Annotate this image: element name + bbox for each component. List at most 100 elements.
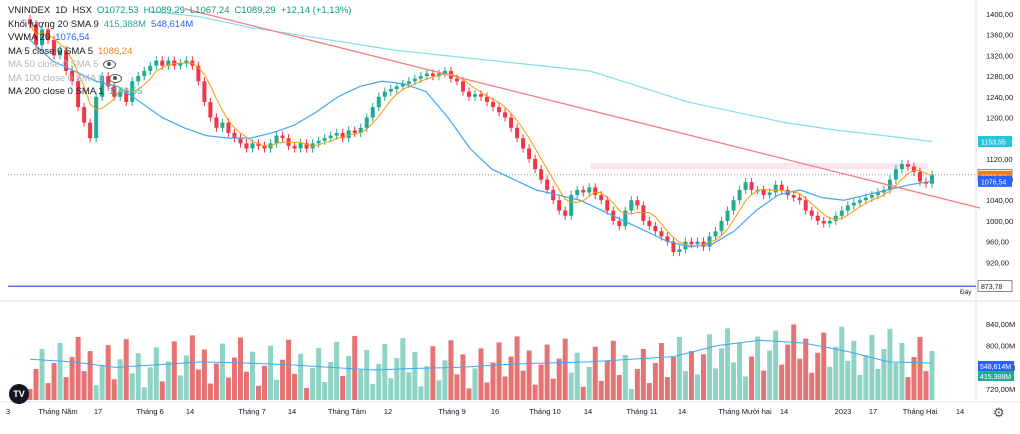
price-tick-label: 1400,00 [986, 10, 1013, 19]
volume-bar [75, 337, 81, 400]
candle-body [731, 200, 736, 211]
time-tick-label: 3 [6, 407, 10, 416]
gear-icon[interactable]: ⚙ [993, 405, 1005, 420]
candle-body [250, 143, 255, 149]
volume-bar [652, 363, 658, 400]
eye-icon[interactable] [108, 73, 122, 83]
candle-body [64, 50, 69, 71]
candle-body [124, 91, 129, 102]
volume-bar [268, 345, 274, 400]
time-tick-label: Tháng 10 [529, 407, 561, 416]
volume-axis-label: 548,614M [980, 364, 1011, 371]
volume-bar [797, 358, 803, 400]
interval: 1D [55, 5, 68, 16]
candle-body [52, 39, 57, 56]
volume-bar [923, 371, 929, 400]
volume-bar [346, 355, 352, 400]
price-tick-label: 1320,00 [986, 51, 1013, 60]
candle-body [761, 189, 766, 196]
volume-bar [791, 324, 797, 400]
volume-bar [352, 335, 358, 400]
volume-bar [634, 368, 640, 400]
candle-body [641, 205, 646, 221]
indicator-volume[interactable]: Khối lượng 20 SMA 9 415,388M 548,614M [8, 18, 351, 32]
volume-bar [135, 353, 141, 400]
volume-bar [448, 340, 454, 400]
tradingview-logo[interactable]: TV [9, 384, 29, 404]
time-tick-label: Tháng 7 [238, 407, 266, 416]
volume-bar [171, 341, 177, 400]
volume-bar [177, 375, 183, 400]
volume-bar [280, 359, 286, 400]
volume-bar [580, 386, 586, 400]
volume-bar [719, 348, 725, 400]
volume-bar [640, 348, 646, 400]
candle-body [695, 241, 700, 245]
volume-axis-label-box [978, 361, 1014, 371]
day-label: Đáy [960, 289, 972, 296]
volume-bar [123, 339, 129, 400]
candle-body [689, 241, 694, 245]
candle-body [911, 166, 916, 172]
indicator-label: MA 50 close 0 SMA 5 [8, 59, 99, 70]
candle-body [400, 83, 405, 87]
candle-body [76, 81, 81, 108]
candle-body [575, 189, 580, 196]
volume-bar [851, 340, 857, 400]
volume-bar [598, 380, 604, 400]
indicator-ma5[interactable]: MA 5 close 0 SMA 5 1086,24 [8, 45, 351, 59]
open-value: O1072,53 [96, 5, 139, 16]
change-value: +12,14 (+1,13%) [280, 5, 352, 16]
volume-bar [676, 337, 682, 400]
indicator-vwma[interactable]: VWMA 20 1076,54 [8, 31, 351, 45]
indicator-value: 1153,55 [108, 86, 143, 97]
candle-body [851, 202, 856, 206]
candle-body [791, 195, 796, 198]
volume-bar [899, 342, 905, 400]
volume-bar [502, 376, 508, 400]
candle-body [238, 138, 243, 144]
candle-body [653, 226, 658, 232]
candle-body [515, 127, 520, 139]
volume-bar [406, 372, 412, 400]
volume-bar [749, 356, 755, 400]
candle-body [304, 143, 309, 149]
indicator-ma200[interactable]: MA 200 close 0 SMA 1 1153,55 [8, 85, 351, 99]
candle-body [454, 78, 459, 82]
volume-bar [616, 374, 622, 400]
candle-body [509, 117, 514, 128]
volume-bar [334, 341, 340, 400]
volume-bar [809, 372, 815, 400]
volume-bar [340, 376, 346, 400]
volume-bar [388, 378, 394, 400]
volume-bar [310, 367, 316, 400]
candle-body [593, 187, 598, 196]
eye-icon[interactable] [103, 60, 117, 70]
volume-bar [544, 344, 550, 400]
trendline [184, 8, 981, 209]
candle-body [322, 138, 327, 141]
volume-bar [219, 343, 225, 400]
price-tick-label: 1200,00 [986, 113, 1013, 122]
indicator-ma50[interactable]: MA 50 close 0 SMA 5 [8, 58, 351, 72]
candle-body [334, 132, 339, 136]
candle-body [521, 138, 526, 149]
volume-bar [688, 351, 694, 400]
volume-bar [586, 366, 592, 400]
volume-bar [412, 352, 418, 400]
volume-bar [93, 385, 99, 400]
volume-bar [304, 387, 310, 400]
volume-bar [574, 352, 580, 400]
indicator-ma100[interactable]: MA 100 close 0 SMA 5 [8, 72, 351, 86]
volume-bar [117, 359, 123, 400]
volume-bar [821, 332, 827, 400]
volume-bar [845, 360, 851, 400]
candle-body [803, 200, 808, 211]
volume-bar [905, 377, 911, 400]
chart-legend: VNINDEX 1D HSX O1072,53 H1089,29 L1067,2… [8, 4, 351, 99]
volume-bar [376, 364, 382, 400]
volume-bar [292, 373, 298, 400]
candle-body [412, 78, 417, 82]
candle-body [166, 60, 171, 66]
